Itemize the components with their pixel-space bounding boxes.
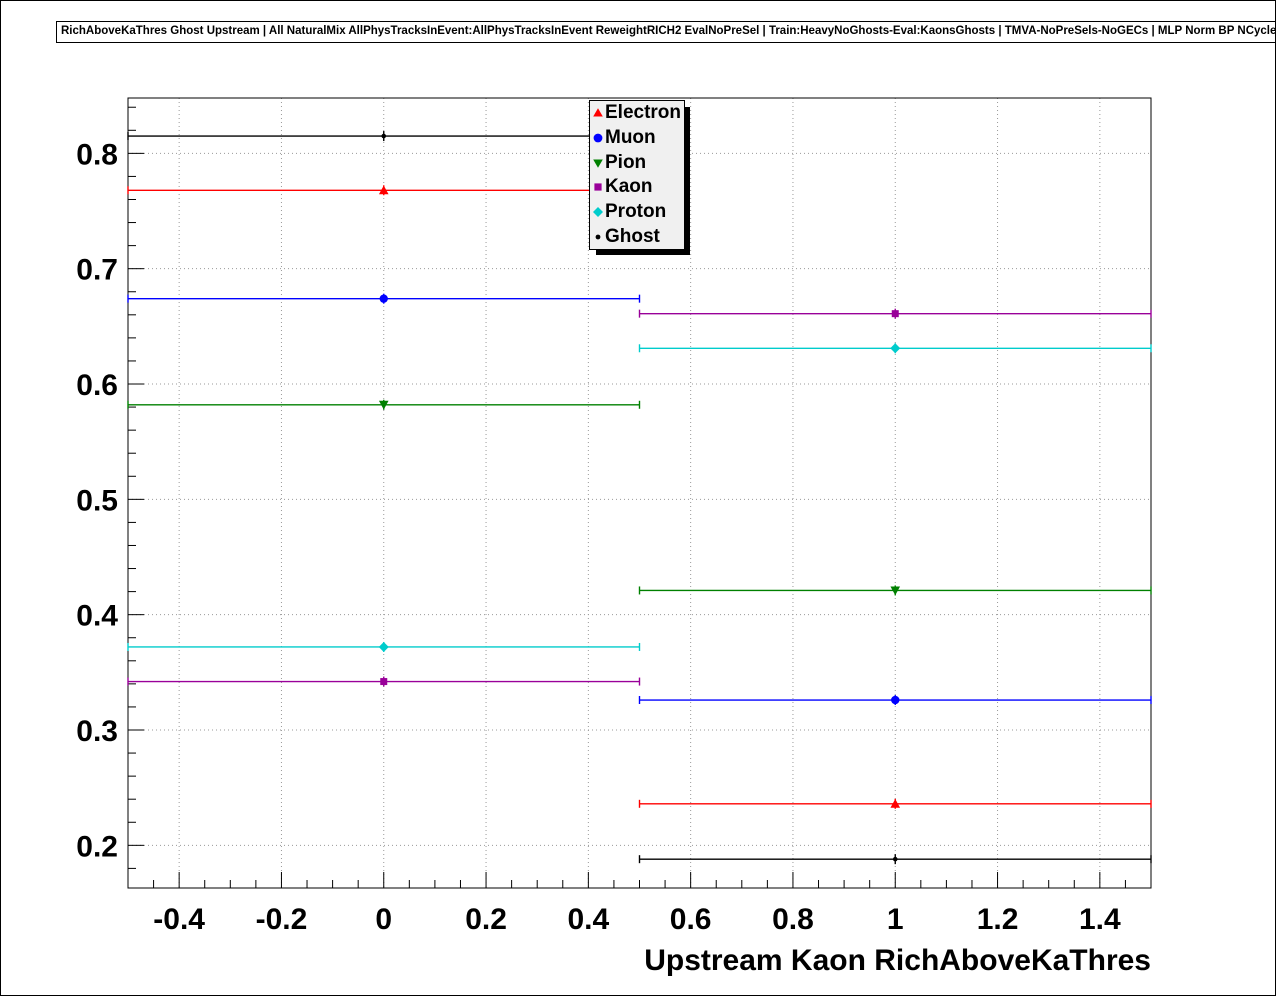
y-tick-label: 0.5 bbox=[76, 484, 118, 517]
legend-item-proton: Proton bbox=[590, 200, 684, 225]
legend-item-ghost: Ghost bbox=[590, 224, 684, 249]
x-axis-tick-labels: -0.4 -0.2 0 0.2 0.4 0.6 0.8 1 1.2 1.4 bbox=[153, 903, 1121, 936]
y-axis-tick-labels: 0.2 0.3 0.4 0.5 0.6 0.7 0.8 bbox=[76, 138, 118, 863]
legend-label-muon: Muon bbox=[605, 127, 656, 148]
proton-marker-icon bbox=[591, 205, 605, 219]
ghost-marker-icon bbox=[591, 230, 605, 244]
series-kaon bbox=[127, 308, 1152, 687]
x-axis-title: Upstream Kaon RichAboveKaThres bbox=[644, 944, 1151, 977]
legend: Electron Muon Pion Kaon Proton Ghost bbox=[589, 100, 685, 250]
x-tick-label: 0.8 bbox=[772, 903, 814, 936]
y-tick-label: 0.8 bbox=[76, 138, 118, 171]
plot-title: RichAboveKaThres Ghost Upstream | All Na… bbox=[61, 25, 1276, 37]
legend-item-electron: Electron bbox=[590, 101, 684, 126]
y-tick-label: 0.3 bbox=[76, 715, 118, 748]
legend-item-pion: Pion bbox=[590, 150, 684, 175]
legend-item-muon: Muon bbox=[590, 126, 684, 151]
legend-label-pion: Pion bbox=[605, 151, 647, 173]
series-muon bbox=[127, 293, 1152, 706]
y-tick-label: 0.7 bbox=[76, 254, 118, 287]
x-tick-label: 0.6 bbox=[670, 903, 712, 936]
x-tick-label: 0.2 bbox=[465, 903, 507, 936]
y-tick-label: 0.4 bbox=[76, 600, 118, 633]
legend-label-kaon: Kaon bbox=[605, 176, 653, 198]
series-ghost bbox=[127, 131, 1152, 865]
x-tick-label: 0 bbox=[375, 903, 392, 936]
gridlines bbox=[128, 98, 1151, 888]
x-tick-label: -0.2 bbox=[256, 903, 308, 936]
x-tick-label: 1 bbox=[887, 903, 904, 936]
legend-label-electron: Electron bbox=[605, 102, 682, 124]
series-proton bbox=[127, 343, 1152, 652]
legend-label-ghost: Ghost bbox=[605, 225, 660, 247]
series-pion bbox=[127, 399, 1152, 596]
x-tick-label: 1.4 bbox=[1079, 903, 1121, 936]
muon-marker-icon bbox=[591, 131, 605, 145]
plot-title-box: RichAboveKaThres Ghost Upstream | All Na… bbox=[56, 21, 1276, 43]
axis-ticks bbox=[127, 106, 1152, 888]
y-tick-label: 0.6 bbox=[76, 369, 118, 402]
x-tick-label: -0.4 bbox=[153, 903, 205, 936]
x-tick-label: 1.2 bbox=[977, 903, 1019, 936]
pion-marker-icon bbox=[591, 156, 605, 170]
x-tick-label: 0.4 bbox=[567, 903, 609, 936]
electron-marker-icon bbox=[591, 106, 605, 120]
legend-item-kaon: Kaon bbox=[590, 175, 684, 200]
series-electron bbox=[127, 185, 1152, 809]
kaon-marker-icon bbox=[591, 180, 605, 194]
legend-label-proton: Proton bbox=[605, 201, 667, 223]
y-tick-label: 0.2 bbox=[76, 830, 118, 863]
